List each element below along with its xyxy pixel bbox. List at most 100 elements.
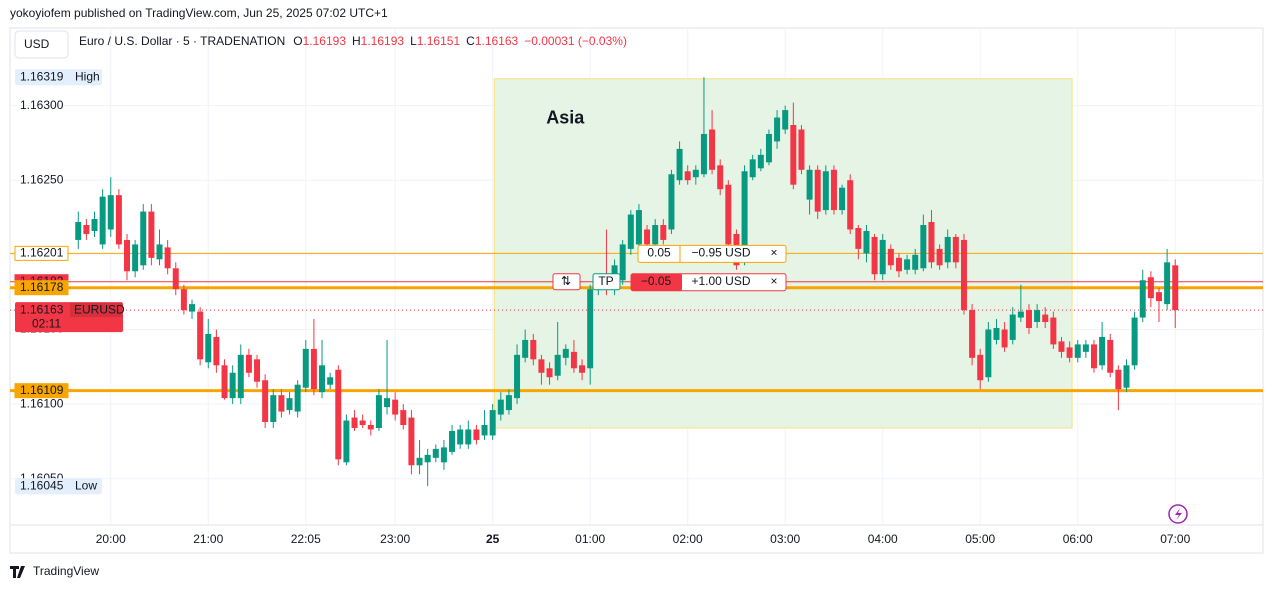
candle-body bbox=[830, 169, 837, 211]
candle-body bbox=[1058, 341, 1065, 352]
candle-body bbox=[172, 268, 179, 290]
currency-button[interactable] bbox=[14, 30, 69, 59]
x-tick-label: 23:00 bbox=[380, 532, 410, 546]
stop-pnl: +1.00 USD bbox=[691, 274, 750, 288]
candle-body bbox=[725, 184, 732, 245]
candle-body bbox=[644, 229, 651, 245]
candle-body bbox=[1123, 365, 1130, 388]
candle-body bbox=[652, 225, 659, 245]
countdown: 02:11 bbox=[32, 316, 61, 330]
change: −0.00031 (−0.03%) bbox=[524, 34, 627, 48]
y-tick-label: 1.16100 bbox=[20, 396, 64, 410]
candle-body bbox=[384, 398, 391, 408]
candle-body bbox=[1147, 277, 1154, 299]
symbol-label: EURUSD bbox=[74, 302, 125, 316]
candle-body bbox=[1042, 314, 1049, 323]
tp-label: TP bbox=[598, 274, 613, 288]
candle-body bbox=[530, 339, 537, 360]
candle-body bbox=[1099, 336, 1106, 366]
candle-body bbox=[440, 447, 447, 463]
candle-body bbox=[213, 336, 220, 366]
x-tick-label: 21:00 bbox=[193, 532, 223, 546]
candle-body bbox=[375, 395, 382, 428]
candle-body bbox=[270, 395, 277, 423]
candle-body bbox=[1034, 310, 1041, 323]
candle-body bbox=[327, 377, 334, 385]
level-label-bg bbox=[14, 245, 69, 261]
plot: Asia bbox=[10, 28, 1263, 525]
chart-frame bbox=[9, 27, 1264, 554]
candle-body bbox=[319, 365, 326, 393]
candle-body bbox=[668, 174, 675, 230]
candle-body bbox=[457, 429, 464, 445]
candle-body bbox=[700, 133, 707, 175]
candle-body bbox=[538, 359, 545, 373]
ohlc-label: O bbox=[293, 34, 302, 48]
candle-body bbox=[424, 454, 431, 463]
candle-body bbox=[1009, 314, 1016, 340]
candle-body bbox=[1066, 347, 1073, 358]
target-close[interactable]: × bbox=[770, 246, 777, 260]
candle-body bbox=[254, 359, 261, 382]
candle-body bbox=[465, 429, 472, 445]
extreme-bg bbox=[15, 478, 102, 495]
extreme-value: 1.16045 bbox=[20, 478, 64, 492]
header: Euro / U.S. Dollar · 5 · TRADENATION O1.1… bbox=[79, 34, 627, 48]
level-label: 1.16109 bbox=[20, 383, 64, 397]
published-line: yokoyiofem published on TradingView.com,… bbox=[10, 6, 388, 20]
candle-body bbox=[782, 110, 789, 130]
candle-body bbox=[302, 348, 309, 388]
candle-body bbox=[570, 351, 577, 369]
x-tick-label: 04:00 bbox=[868, 532, 898, 546]
candle-body bbox=[522, 339, 529, 358]
candle-body bbox=[278, 395, 285, 412]
candle-body bbox=[180, 289, 187, 311]
candle-body bbox=[676, 148, 683, 181]
candle-body bbox=[855, 227, 862, 249]
stop-close[interactable]: × bbox=[770, 274, 777, 288]
candle-body bbox=[887, 248, 894, 266]
target-value: 0.05 bbox=[647, 246, 671, 260]
candle-body bbox=[969, 310, 976, 358]
candle-body bbox=[514, 354, 521, 399]
candle-body bbox=[245, 354, 252, 373]
candle-body bbox=[359, 420, 366, 426]
candle-body bbox=[205, 333, 212, 363]
candle-body bbox=[75, 222, 82, 240]
tp-box bbox=[592, 273, 621, 291]
candle-body bbox=[148, 211, 155, 258]
candle-body bbox=[1025, 310, 1032, 328]
candle-body bbox=[1155, 292, 1162, 302]
x-tick-label: 02:00 bbox=[673, 532, 703, 546]
alert-icon[interactable] bbox=[1168, 504, 1188, 524]
candle-body bbox=[806, 169, 813, 200]
candle-body bbox=[709, 129, 716, 170]
candle-body bbox=[91, 219, 98, 231]
candle-body bbox=[928, 222, 935, 263]
ohlc-value: 1.16151 bbox=[417, 34, 461, 48]
candle-body bbox=[497, 399, 504, 415]
candle-body bbox=[798, 129, 805, 170]
candle-body bbox=[741, 171, 748, 263]
candle-body bbox=[952, 236, 959, 263]
candle-body bbox=[115, 195, 122, 245]
candle-body bbox=[774, 117, 781, 142]
candle-body bbox=[839, 187, 846, 211]
ohlc-label: H bbox=[352, 34, 361, 48]
reverse-box[interactable] bbox=[552, 273, 581, 291]
candle-body bbox=[749, 159, 756, 178]
candle-body bbox=[286, 398, 293, 411]
candle-body bbox=[1115, 369, 1122, 390]
candle-body bbox=[489, 410, 496, 436]
candle-body bbox=[757, 154, 764, 169]
candle-body bbox=[432, 448, 439, 458]
candle-body bbox=[790, 125, 797, 185]
x-tick-label: 05:00 bbox=[965, 532, 995, 546]
candle-body bbox=[310, 348, 317, 390]
candle-body bbox=[546, 368, 553, 378]
ohlc-label: L bbox=[410, 34, 417, 48]
candle-body bbox=[400, 410, 407, 426]
extreme-bg bbox=[15, 69, 102, 86]
candle-body bbox=[904, 259, 911, 270]
